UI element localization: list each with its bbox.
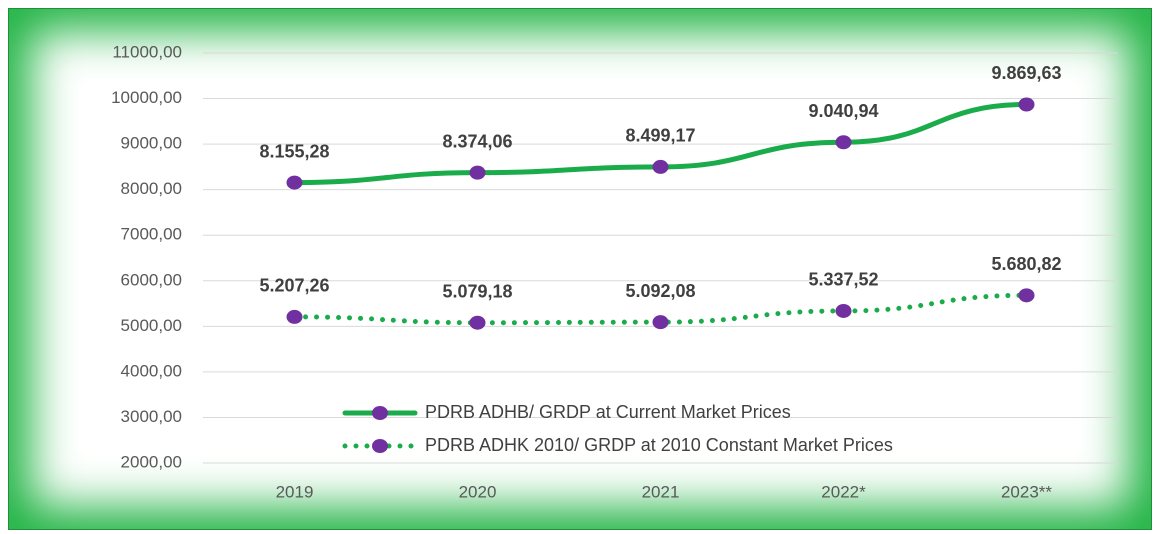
legend-marker [372, 406, 388, 420]
y-tick-label: 2000,00 [121, 452, 182, 471]
y-tick-label: 7000,00 [121, 225, 182, 244]
y-tick-label: 5000,00 [121, 316, 182, 335]
legend-label: PDRB ADHB/ GRDP at Current Market Prices [425, 402, 791, 422]
value-label: 5.680,82 [991, 254, 1061, 274]
series-line [292, 292, 1029, 326]
x-tick-label: 2022* [821, 482, 866, 501]
y-tick-label: 6000,00 [121, 270, 182, 289]
marker [835, 303, 852, 318]
y-tick-label: 9000,00 [121, 134, 182, 153]
marker [469, 165, 486, 180]
legend-marker [372, 439, 388, 453]
value-label: 9.040,94 [808, 101, 878, 121]
legend-label: PDRB ADHK 2010/ GRDP at 2010 Constant Ma… [425, 435, 893, 455]
marker [286, 175, 303, 190]
chart-frame [8, 8, 1152, 530]
x-tick-label: 2021 [642, 482, 680, 501]
value-label: 5.337,52 [808, 270, 878, 290]
value-label: 5.079,18 [442, 281, 512, 301]
y-tick-label: 3000,00 [121, 407, 182, 426]
marker [469, 315, 486, 330]
y-tick-label: 8000,00 [121, 179, 182, 198]
x-tick-label: 2023** [1001, 482, 1052, 501]
marker [1018, 288, 1035, 303]
y-tick-label: 10000,00 [111, 88, 182, 107]
marker [835, 135, 852, 150]
marker [286, 309, 303, 324]
marker [652, 159, 669, 174]
y-tick-label: 4000,00 [121, 361, 182, 380]
value-label: 9.869,63 [991, 63, 1061, 83]
value-label: 5.092,08 [625, 281, 695, 301]
x-tick-label: 2020 [459, 482, 497, 501]
marker [1018, 97, 1035, 112]
y-tick-label: 11000,00 [112, 42, 182, 61]
value-label: 5.207,26 [259, 276, 329, 296]
x-tick-label: 2019 [276, 482, 314, 501]
marker [652, 315, 669, 330]
value-label: 8.374,06 [442, 131, 512, 151]
value-label: 8.499,17 [625, 126, 695, 146]
value-label: 8.155,28 [259, 141, 329, 161]
